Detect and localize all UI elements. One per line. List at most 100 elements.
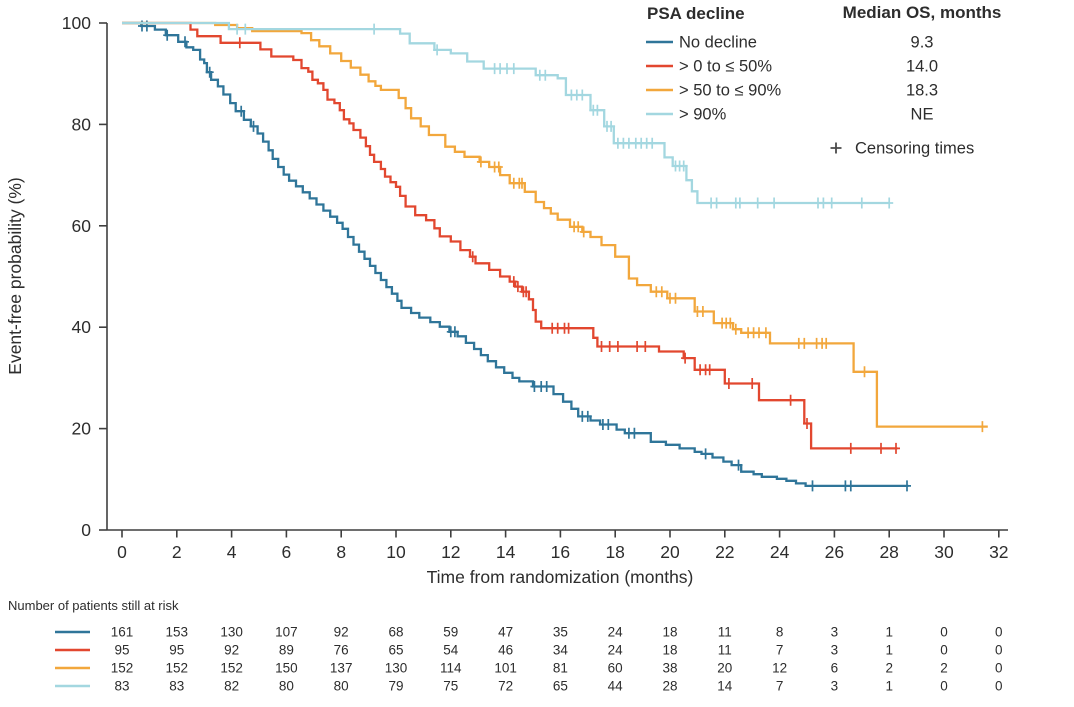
censor-mark [604,419,613,430]
legend-item-50-90: > 50 to ≤ 90% 18.3 [646,82,938,100]
x-tick-label: 28 [879,542,898,562]
at-risk-count: 2 [940,661,948,676]
at-risk-count: 8 [776,625,784,640]
at-risk-count: 95 [114,643,129,658]
censor-mark [641,341,650,352]
at-risk-count: 1 [885,679,893,694]
censor-mark [513,281,522,293]
at-risk-count: 92 [224,643,239,658]
censor-mark [827,197,836,209]
at-risk-count: 18 [662,625,677,640]
x-tick-label: 22 [715,542,734,562]
censor-mark [648,137,657,149]
censor-mark [903,480,911,492]
at-risk-count: 18 [662,643,677,658]
censor-mark [503,63,511,75]
at-risk-count: 83 [169,679,184,694]
at-risk-count: 0 [940,643,948,658]
y-axis-title: Event-free probability (%) [5,177,25,374]
censor-mark [496,63,505,75]
censor-mark [633,341,642,352]
censor-mark [671,292,680,304]
censor-mark [761,327,770,339]
km-curve-2 [122,21,988,428]
at-risk-count: 137 [330,661,353,676]
x-tick-label: 24 [770,542,790,562]
censor-mark [205,66,214,78]
censor-mark [735,197,744,209]
legend-item-90plus: > 90% NE [646,106,933,124]
at-risk-count: 24 [608,625,624,640]
y-tick-label: 20 [72,419,92,439]
censor-mark [583,410,592,422]
censor-mark [846,480,855,492]
censor-mark [786,394,795,406]
x-axis-title: Time from randomization (months) [427,567,694,587]
at-risk-count: 1 [885,625,893,640]
censor-mark [578,89,587,101]
censor-mark [241,23,250,35]
censor-mark [605,341,614,352]
median-value-no-decline: 9.3 [911,34,934,52]
at-risk-count: 107 [275,625,298,640]
risk-table-layer: 161 153 130 107 92 68 59 47 35 24 18 11 8 3 1 0 095 95 92 8… [55,625,1003,694]
legend-label-90plus: > 90% [679,106,727,124]
median-os-header: Median OS, months [843,3,1002,22]
y-tick-label: 80 [72,114,92,134]
censoring-legend: Censoring times [830,140,974,158]
at-risk-count: 20 [717,661,732,676]
at-risk-count: 0 [995,643,1003,658]
at-risk-count: 11 [718,625,732,640]
at-risk-count: 3 [831,679,839,694]
legend-label-0-50: > 0 to ≤ 50% [679,58,772,76]
censor-mark [509,63,518,75]
at-risk-count: 65 [388,643,403,658]
censor-mark [607,120,616,132]
at-risk-count: 80 [279,679,294,694]
at-risk-count: 101 [494,661,517,676]
at-risk-count: 3 [831,643,839,658]
at-risk-count: 11 [718,643,732,658]
at-risk-count: 7 [776,643,784,658]
at-risk-count: 28 [662,679,677,694]
censor-mark [237,105,246,117]
x-tick-label: 8 [336,542,346,562]
censor-mark [181,36,189,48]
censor-mark [494,161,503,173]
median-value-50-90: 18.3 [906,82,938,100]
risk-row-3: 83 83 82 80 80 79 75 72 65 44 28 14 7 3 1 0 0 [55,679,1003,694]
censor-mark [542,381,551,392]
at-risk-count: 38 [662,661,677,676]
censor-mark [476,156,485,168]
censor-mark [877,442,885,454]
at-risk-count: 0 [995,679,1003,694]
censor-mark [705,364,714,376]
censor-mark [450,326,459,338]
x-tick-label: 16 [551,542,570,562]
at-risk-count: 153 [166,625,189,640]
censor-mark [800,337,809,349]
censor-mark [630,427,639,439]
risk-row-0: 161 153 130 107 92 68 59 47 35 24 18 11 8 3 1 0 0 [55,625,1003,640]
at-risk-count: 72 [498,679,513,694]
x-tick-label: 26 [825,542,844,562]
risk-table-title: Number of patients still at risk [8,598,179,613]
at-risk-count: 152 [166,661,189,676]
censor-mark [846,442,855,454]
at-risk-count: 34 [553,643,569,658]
y-tick-label: 40 [72,317,92,337]
censor-mark [701,448,710,460]
at-risk-count: 152 [111,661,134,676]
censor-mark [698,306,707,317]
x-tick-label: 10 [386,542,406,562]
at-risk-count: 7 [776,679,784,694]
at-risk-count: 95 [169,643,184,658]
censor-mark [597,341,606,352]
censor-mark [233,23,242,35]
x-tick-label: 14 [496,542,516,562]
censor-mark [593,104,602,116]
at-risk-count: 2 [885,661,893,676]
censor-mark [978,421,987,433]
censor-mark [564,322,573,334]
